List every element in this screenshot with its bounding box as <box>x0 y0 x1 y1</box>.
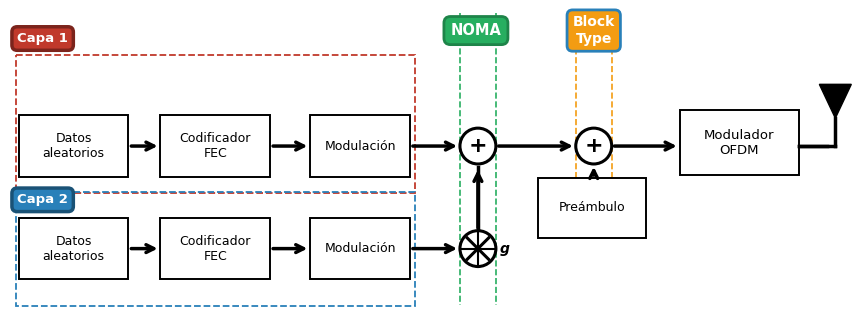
Text: Datos
aleatorios: Datos aleatorios <box>43 235 104 263</box>
Bar <box>538 178 645 238</box>
Bar <box>15 55 415 193</box>
Text: NOMA: NOMA <box>450 23 502 38</box>
Bar <box>160 115 270 177</box>
Polygon shape <box>819 84 852 118</box>
Text: Codificador
FEC: Codificador FEC <box>180 132 251 160</box>
Bar <box>310 115 410 177</box>
Bar <box>19 218 128 280</box>
Text: Modulador
OFDM: Modulador OFDM <box>704 128 775 156</box>
Text: Modulación: Modulación <box>324 242 395 255</box>
Bar <box>310 218 410 280</box>
Circle shape <box>576 128 612 164</box>
Bar <box>160 218 270 280</box>
Text: Preámbulo: Preámbulo <box>558 201 625 214</box>
Text: Codificador
FEC: Codificador FEC <box>180 235 251 263</box>
Bar <box>680 110 800 175</box>
Circle shape <box>460 231 496 266</box>
Text: Capa 1: Capa 1 <box>17 32 68 45</box>
Text: Modulación: Modulación <box>324 140 395 153</box>
Text: +: + <box>585 136 603 156</box>
Text: Block
Type: Block Type <box>573 16 615 46</box>
Text: g: g <box>500 242 510 256</box>
Bar <box>19 115 128 177</box>
Circle shape <box>460 128 496 164</box>
Text: +: + <box>468 136 487 156</box>
Text: Datos
aleatorios: Datos aleatorios <box>43 132 104 160</box>
Text: Capa 2: Capa 2 <box>17 193 68 206</box>
Bar <box>15 192 415 306</box>
